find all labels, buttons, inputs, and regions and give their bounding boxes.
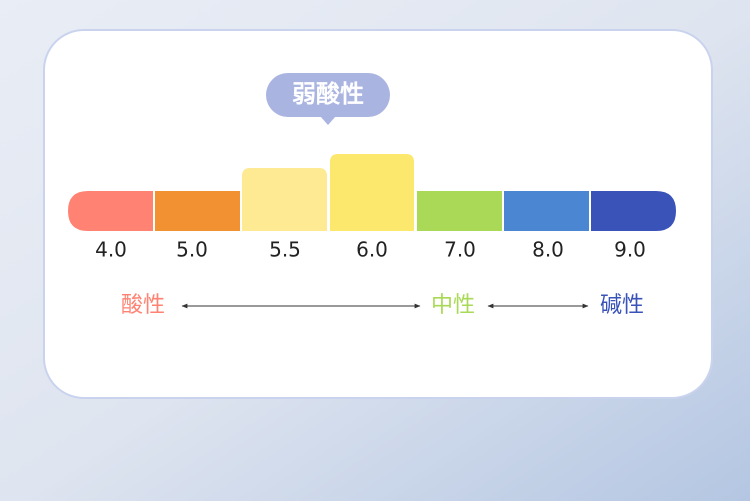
- ph-label: 9.0: [614, 238, 646, 262]
- ph-segment: [155, 191, 240, 231]
- ph-label: 5.0: [176, 238, 208, 262]
- ph-segment: [330, 154, 414, 231]
- legend-alkaline: 碱性: [600, 293, 644, 318]
- ph-label: 8.0: [532, 238, 564, 262]
- ph-segment: [242, 168, 327, 231]
- ph-label: 5.5: [269, 238, 301, 262]
- badge: [266, 73, 390, 117]
- badge-text: 弱酸性: [292, 80, 364, 108]
- ph-segment: [504, 191, 589, 231]
- ph-segment: [591, 191, 676, 231]
- ph-label: 7.0: [444, 238, 476, 262]
- ph-segment: [68, 191, 153, 231]
- legend-acidic: 酸性: [121, 293, 165, 318]
- ph-label: 6.0: [356, 238, 388, 262]
- legend-neutral: 中性: [431, 293, 475, 318]
- badge-pointer: [320, 116, 336, 125]
- ph-label: 4.0: [95, 238, 127, 262]
- ph-segment: [417, 191, 502, 231]
